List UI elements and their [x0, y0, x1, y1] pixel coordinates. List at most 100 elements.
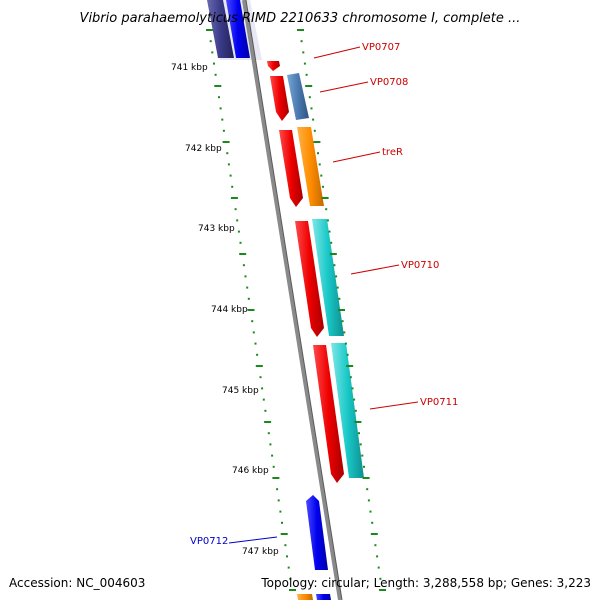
- minor-tick: [262, 398, 265, 401]
- minor-tick: [286, 555, 288, 558]
- label-leader: [228, 536, 278, 544]
- minor-tick: [219, 107, 222, 110]
- minor-tick: [354, 409, 357, 412]
- kbp-label: 741 kbp: [171, 63, 208, 73]
- kbp-label: 747 kbp: [242, 547, 279, 557]
- minor-tick: [272, 465, 275, 468]
- gene-arrow: [207, 0, 234, 58]
- label-leader: [313, 46, 361, 59]
- minor-tick: [317, 152, 319, 155]
- gene-arrow: [306, 495, 328, 570]
- label-leader: [332, 151, 381, 163]
- major-tick: [362, 477, 370, 479]
- minor-tick: [313, 129, 316, 132]
- minor-tick: [326, 219, 329, 222]
- minor-tick: [239, 241, 242, 244]
- minor-tick: [330, 241, 333, 244]
- kbp-label: 743 kbp: [198, 224, 235, 234]
- minor-tick: [367, 499, 370, 502]
- minor-tick: [322, 185, 324, 188]
- minor-tick: [222, 129, 225, 132]
- kbp-label: 742 kbp: [185, 144, 222, 154]
- gene-label-vp0710[interactable]: VP0710: [401, 260, 439, 271]
- minor-tick: [351, 387, 354, 390]
- minor-tick: [229, 174, 232, 177]
- minor-tick: [264, 409, 267, 412]
- gene-label-vp0711[interactable]: VP0711: [420, 397, 458, 408]
- minor-tick: [259, 376, 262, 379]
- minor-tick: [363, 465, 365, 468]
- minor-tick: [234, 208, 237, 211]
- kbp-label: 744 kbp: [211, 305, 248, 315]
- minor-tick: [279, 510, 282, 513]
- major-tick: [206, 29, 213, 31]
- minor-tick: [261, 387, 264, 390]
- label-leader: [369, 401, 419, 410]
- minor-tick: [211, 51, 214, 54]
- gene-arrow: [297, 127, 324, 206]
- minor-tick: [310, 107, 313, 110]
- minor-tick: [379, 577, 382, 580]
- major-tick: [370, 533, 378, 535]
- minor-tick: [277, 499, 280, 502]
- minor-tick: [369, 510, 372, 513]
- minor-tick: [361, 454, 364, 457]
- minor-tick: [377, 566, 380, 569]
- minor-tick: [338, 297, 341, 300]
- gene-arrow: [297, 594, 313, 600]
- minor-tick: [218, 96, 220, 99]
- gene-label-vp0707[interactable]: VP0707: [362, 42, 400, 53]
- minor-tick: [236, 219, 239, 222]
- map-title: Vibrio parahaemolyticus RIMD 2210633 chr…: [80, 11, 521, 26]
- gene-label-vp0708[interactable]: VP0708: [370, 77, 408, 88]
- minor-tick: [303, 62, 306, 65]
- ruler-ticks-right: [297, 29, 386, 591]
- gene-arrow: [287, 73, 309, 120]
- minor-tick: [237, 230, 240, 233]
- gene-arrow: [226, 0, 250, 58]
- gene-label-vp0712[interactable]: VP0712: [190, 536, 228, 547]
- minor-tick: [335, 275, 338, 278]
- minor-tick: [251, 320, 254, 323]
- minor-tick: [336, 286, 339, 289]
- minor-tick: [353, 398, 356, 401]
- major-tick: [247, 309, 255, 311]
- major-tick: [264, 421, 272, 423]
- minor-tick: [269, 443, 272, 446]
- major-tick: [379, 589, 386, 591]
- major-tick: [222, 141, 230, 143]
- minor-tick: [343, 331, 346, 334]
- minor-tick: [287, 566, 290, 569]
- cds-arrow: [279, 130, 303, 207]
- minor-tick: [252, 331, 255, 334]
- minor-tick: [221, 118, 224, 121]
- gene-arrow: [331, 343, 364, 478]
- minor-tick: [308, 96, 311, 99]
- major-tick: [329, 253, 337, 255]
- minor-tick: [284, 544, 287, 547]
- major-tick: [313, 141, 321, 143]
- minor-tick: [256, 353, 259, 356]
- minor-tick: [231, 185, 234, 188]
- cds-arrow: [270, 76, 289, 121]
- chromosome-backbone: [242, 0, 342, 600]
- cds-arrow: [295, 221, 324, 337]
- minor-tick: [305, 73, 308, 76]
- minor-tick: [366, 488, 369, 491]
- accession-text: Accession: NC_004603: [9, 576, 145, 590]
- minor-tick: [271, 454, 274, 457]
- minor-tick: [247, 297, 250, 300]
- minor-tick: [346, 353, 349, 356]
- minor-tick: [242, 264, 245, 267]
- major-tick: [305, 85, 313, 87]
- major-tick: [230, 197, 238, 199]
- minor-tick: [267, 432, 270, 435]
- minor-tick: [349, 376, 352, 379]
- major-tick: [338, 309, 345, 311]
- minor-tick: [359, 443, 362, 446]
- minor-tick: [281, 521, 283, 524]
- minor-tick: [376, 555, 379, 558]
- gene-label-trer[interactable]: treR: [382, 147, 403, 158]
- chromosome-backbone-shade: [245, 0, 343, 600]
